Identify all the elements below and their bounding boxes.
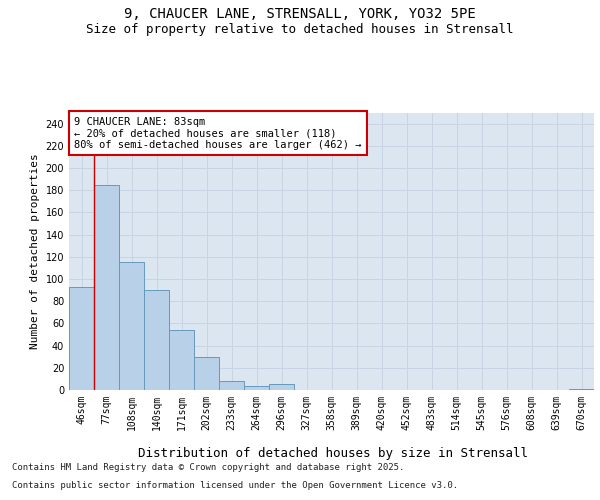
- Y-axis label: Number of detached properties: Number of detached properties: [30, 154, 40, 349]
- Bar: [219, 381, 244, 390]
- Bar: [119, 262, 144, 390]
- Text: 9, CHAUCER LANE, STRENSALL, YORK, YO32 5PE: 9, CHAUCER LANE, STRENSALL, YORK, YO32 5…: [124, 8, 476, 22]
- Bar: [269, 384, 294, 390]
- Bar: [244, 386, 269, 390]
- Bar: [569, 389, 594, 390]
- Bar: [194, 356, 219, 390]
- Bar: [144, 290, 169, 390]
- Bar: [169, 330, 194, 390]
- Text: Contains HM Land Registry data © Crown copyright and database right 2025.: Contains HM Land Registry data © Crown c…: [12, 464, 404, 472]
- Text: Size of property relative to detached houses in Strensall: Size of property relative to detached ho…: [86, 22, 514, 36]
- Text: Contains public sector information licensed under the Open Government Licence v3: Contains public sector information licen…: [12, 481, 458, 490]
- Text: 9 CHAUCER LANE: 83sqm
← 20% of detached houses are smaller (118)
80% of semi-det: 9 CHAUCER LANE: 83sqm ← 20% of detached …: [74, 116, 362, 150]
- Bar: [69, 287, 94, 390]
- Text: Distribution of detached houses by size in Strensall: Distribution of detached houses by size …: [138, 448, 528, 460]
- Bar: [94, 184, 119, 390]
